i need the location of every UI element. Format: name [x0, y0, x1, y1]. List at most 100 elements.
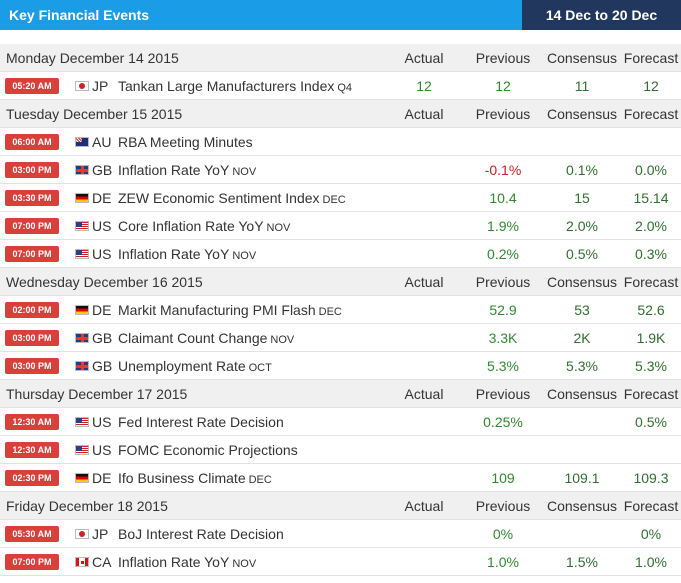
flag-ca-icon	[75, 557, 89, 567]
event-row[interactable]: 03:00 PM GB Inflation Rate YoY NOV -0.1% 0.1%…	[0, 156, 681, 184]
day-header-row: Monday December 14 2015 Actual Previous Con…	[0, 44, 681, 72]
flag-jp-icon	[75, 81, 89, 91]
event-forecast: 5.3%	[635, 358, 667, 374]
event-time-badge: 05:30 AM	[5, 526, 59, 542]
event-consensus: 53	[574, 302, 590, 318]
event-name-link[interactable]: Ifo Business Climate DEC	[118, 470, 272, 486]
event-country-code: GB	[92, 330, 113, 346]
column-header-previous: Previous	[475, 50, 531, 66]
event-name-link[interactable]: Inflation Rate YoY NOV	[118, 554, 256, 570]
event-name-link[interactable]: Claimant Count Change NOV	[118, 330, 294, 346]
event-name-link[interactable]: Fed Interest Rate Decision	[118, 414, 287, 430]
event-name-link[interactable]: Inflation Rate YoY NOV	[118, 246, 256, 262]
event-previous: 52.9	[489, 302, 517, 318]
event-name-link[interactable]: Markit Manufacturing PMI Flash DEC	[118, 302, 342, 318]
event-row[interactable]: 03:00 PM GB Unemployment Rate OCT 5.3% 5.3% 5.…	[0, 352, 681, 380]
event-country-code: DE	[92, 190, 112, 206]
flag-us-icon	[75, 249, 89, 259]
column-header-previous: Previous	[475, 274, 531, 290]
event-name: Inflation Rate YoY	[118, 246, 230, 262]
event-consensus: 15	[574, 190, 590, 206]
event-name-link[interactable]: Unemployment Rate OCT	[118, 358, 272, 374]
event-name: Ifo Business Climate	[118, 470, 246, 486]
event-row[interactable]: 02:30 PM DE Ifo Business Climate DEC 109 109.…	[0, 464, 681, 492]
column-header-forecast: Forecast	[623, 386, 679, 402]
column-header-actual: Actual	[404, 386, 444, 402]
event-name-link[interactable]: Core Inflation Rate YoY NOV	[118, 218, 290, 234]
event-previous: 5.3%	[487, 358, 519, 374]
event-country-code: DE	[92, 470, 112, 486]
column-header-actual: Actual	[404, 106, 444, 122]
event-row[interactable]: 07:00 PM CA Inflation Rate YoY NOV 1.0% 1.5% 1…	[0, 548, 681, 576]
event-row[interactable]: 03:30 PM DE ZEW Economic Sentiment Index DE…	[0, 184, 681, 212]
event-name: Core Inflation Rate YoY	[118, 218, 264, 234]
event-country-code: DE	[92, 302, 112, 318]
event-previous: 10.4	[489, 190, 517, 206]
event-row[interactable]: 05:30 AM JP BoJ Interest Rate Decision 0% 0%	[0, 520, 681, 548]
event-period: DEC	[248, 474, 272, 486]
event-forecast: 1.0%	[635, 554, 667, 570]
event-country-code: JP	[92, 78, 109, 94]
event-consensus: 2.0%	[566, 218, 598, 234]
flag-gb-icon	[75, 361, 89, 371]
header-title: Key Financial Events	[9, 7, 150, 23]
event-previous: 0%	[492, 526, 514, 542]
flag-de-icon	[75, 305, 89, 315]
event-row[interactable]: 05:20 AM JP Tankan Large Manufacturers Ind…	[0, 72, 681, 100]
event-country-code: GB	[92, 162, 113, 178]
event-name-link[interactable]: ZEW Economic Sentiment Index DEC	[118, 190, 346, 206]
event-consensus: 0.1%	[566, 162, 598, 178]
event-time-badge: 06:00 AM	[5, 134, 59, 150]
event-forecast: 0.0%	[635, 162, 667, 178]
column-header-forecast: Forecast	[623, 498, 679, 514]
event-name: FOMC Economic Projections	[118, 442, 298, 458]
header-date-range: 14 Dec to 20 Dec	[545, 7, 658, 23]
event-previous: 12	[495, 78, 511, 94]
event-country-code: GB	[92, 358, 113, 374]
column-header-forecast: Forecast	[623, 50, 679, 66]
column-header-consensus: Consensus	[546, 274, 618, 290]
event-country-code: AU	[92, 134, 112, 150]
event-time-badge: 03:00 PM	[5, 330, 59, 346]
event-row[interactable]: 12:30 AM US Fed Interest Rate Decision 0.25…	[0, 408, 681, 436]
event-forecast: 0%	[640, 526, 662, 542]
column-header-previous: Previous	[475, 386, 531, 402]
event-country-code: US	[92, 246, 112, 262]
event-time-badge: 12:30 AM	[5, 442, 59, 458]
event-row[interactable]: 12:30 AM US FOMC Economic Projections	[0, 436, 681, 464]
event-period: NOV	[232, 558, 257, 570]
event-row[interactable]: 02:00 PM DE Markit Manufacturing PMI Flash…	[0, 296, 681, 324]
event-name-link[interactable]: Inflation Rate YoY NOV	[118, 162, 256, 178]
flag-gb-icon	[75, 165, 89, 175]
event-country-code: US	[92, 218, 112, 234]
event-name-link[interactable]: RBA Meeting Minutes	[118, 134, 256, 150]
column-header-actual: Actual	[404, 50, 444, 66]
event-name-link[interactable]: BoJ Interest Rate Decision	[118, 526, 287, 542]
event-period: DEC	[318, 306, 342, 318]
event-time-badge: 07:00 PM	[5, 246, 59, 262]
event-forecast: 52.6	[637, 302, 665, 318]
event-previous: 109	[491, 470, 515, 486]
event-country-code: CA	[92, 554, 112, 570]
event-period: NOV	[232, 166, 257, 178]
event-row[interactable]: 07:00 PM US Inflation Rate YoY NOV 0.2% 0.5% 0…	[0, 240, 681, 268]
day-label: Friday December 18 2015	[6, 498, 168, 514]
event-name: Tankan Large Manufacturers Index	[118, 78, 335, 94]
column-header-consensus: Consensus	[546, 106, 618, 122]
event-row[interactable]: 03:00 PM GB Claimant Count Change NOV 3.3K 2K…	[0, 324, 681, 352]
day-label: Wednesday December 16 2015	[6, 274, 203, 290]
event-row[interactable]: 06:00 AM AU RBA Meeting Minutes	[0, 128, 681, 156]
event-name-link[interactable]: FOMC Economic Projections	[118, 442, 301, 458]
column-header-previous: Previous	[475, 498, 531, 514]
day-header-row: Wednesday December 16 2015 Actual Previous…	[0, 268, 681, 296]
event-period: Q4	[337, 82, 353, 94]
event-previous: -0.1%	[484, 162, 522, 178]
event-name-link[interactable]: Tankan Large Manufacturers Index Q4	[118, 78, 352, 94]
event-period: DEC	[322, 194, 346, 206]
event-row[interactable]: 07:00 PM US Core Inflation Rate YoY NOV 1.9%…	[0, 212, 681, 240]
event-consensus: 11	[574, 78, 590, 94]
flag-us-icon	[75, 445, 89, 455]
event-period: NOV	[270, 334, 295, 346]
event-time-badge: 05:20 AM	[5, 78, 59, 94]
event-name: ZEW Economic Sentiment Index	[118, 190, 320, 206]
